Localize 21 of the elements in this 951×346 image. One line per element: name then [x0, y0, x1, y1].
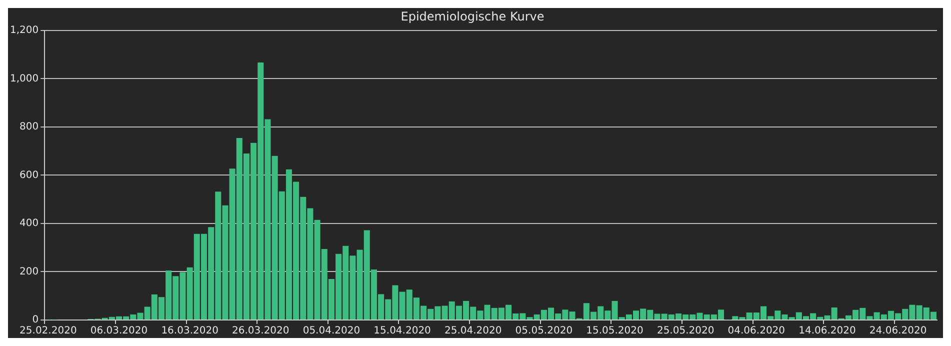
- x-tick-label: 24.06.2020: [869, 326, 927, 337]
- y-tick-label: 600: [20, 170, 39, 181]
- x-tick-label: 16.03.2020: [161, 326, 218, 337]
- x-tick-label: 25.02.2020: [20, 326, 77, 337]
- y-tick-label: 1,200: [10, 24, 39, 36]
- x-tick-label: 05.05.2020: [515, 326, 573, 337]
- y-tick-label: 1,000: [10, 73, 39, 84]
- y-tick-label: 800: [20, 122, 39, 133]
- x-tick-label: 15.05.2020: [586, 326, 644, 337]
- x-tick-label: 05.04.2020: [302, 326, 360, 337]
- x-tick-label: 06.03.2020: [90, 326, 148, 337]
- y-tick-label: 400: [20, 218, 39, 230]
- x-tick-label: 04.06.2020: [728, 326, 786, 337]
- x-tick-label: 26.03.2020: [232, 326, 290, 337]
- x-tick-label: 25.05.2020: [656, 326, 714, 337]
- y-tick-label: 200: [20, 266, 39, 278]
- x-tick-label: 15.04.2020: [374, 326, 431, 337]
- chart-title: Epidemiologische Kurve: [400, 9, 544, 24]
- x-tick-label: 25.04.2020: [444, 326, 502, 337]
- y-tick-label: 0: [32, 314, 39, 326]
- x-tick-label: 14.06.2020: [798, 326, 856, 337]
